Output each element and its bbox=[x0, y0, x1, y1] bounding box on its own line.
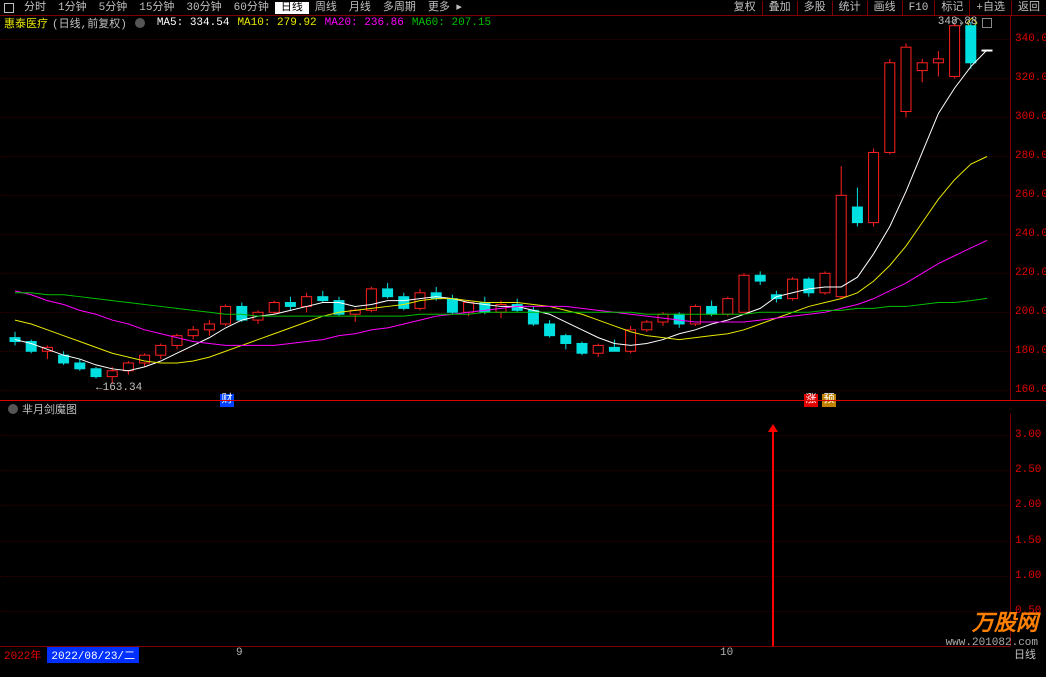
y-tick: 2.50 bbox=[1015, 464, 1046, 476]
timeframe-2[interactable]: 5分钟 bbox=[93, 2, 134, 14]
toolbar-right: 复权叠加多股统计画线F10标记+自选返回 bbox=[728, 0, 1046, 16]
month-mark: 9 bbox=[236, 647, 243, 659]
tool-统计[interactable]: 统计 bbox=[833, 0, 867, 16]
y-tick: 280.0 bbox=[1015, 150, 1046, 162]
y-tick: 2.00 bbox=[1015, 499, 1046, 511]
timeline-axis: 2022年 2022/08/23/二 9 10 bbox=[0, 646, 1010, 662]
tool-画线[interactable]: 画线 bbox=[868, 0, 902, 16]
y-tick: 1.50 bbox=[1015, 535, 1046, 547]
timeframe-4[interactable]: 30分钟 bbox=[180, 2, 227, 14]
y-tick: 200.0 bbox=[1015, 306, 1046, 318]
y-tick: 160.0 bbox=[1015, 384, 1046, 396]
watermark-logo: 万股网 bbox=[946, 605, 1038, 637]
timeline-current-date: 2022/08/23/二 bbox=[47, 647, 139, 663]
tool-+自选[interactable]: +自选 bbox=[970, 0, 1011, 16]
indicator-chart[interactable] bbox=[0, 414, 1010, 646]
timeframe-9[interactable]: 多周期 bbox=[377, 2, 422, 14]
tool-标记[interactable]: 标记 bbox=[935, 0, 969, 16]
low-price-label: ←163.34 bbox=[96, 382, 142, 394]
signal-arrow bbox=[772, 432, 774, 646]
timeframe-3[interactable]: 15分钟 bbox=[133, 2, 180, 14]
y-tick: 260.0 bbox=[1015, 189, 1046, 201]
timeline-mode: 日线 bbox=[1014, 646, 1036, 662]
tool-叠加[interactable]: 叠加 bbox=[763, 0, 797, 16]
timeline-year: 2022年 bbox=[0, 647, 45, 663]
y-tick: 320.0 bbox=[1015, 72, 1046, 84]
toolbar-left: 分时1分钟5分钟15分钟30分钟60分钟日线周线月线多周期更多 ▸ bbox=[0, 0, 468, 16]
tool-F10[interactable]: F10 bbox=[903, 0, 935, 16]
panel-separator bbox=[0, 400, 1046, 401]
y-tick: 220.0 bbox=[1015, 267, 1046, 279]
y-tick: 3.00 bbox=[1015, 429, 1046, 441]
watermark: 万股网 www.201082.com bbox=[946, 605, 1038, 649]
main-y-axis: 160.0 180.0 200.0 220.0 240.0 260.0 280.0 300.0… bbox=[1010, 16, 1046, 400]
y-tick: 240.0 bbox=[1015, 228, 1046, 240]
timeframe-0[interactable]: 分时 bbox=[18, 2, 52, 14]
tool-复权[interactable]: 复权 bbox=[728, 0, 762, 16]
timeframe-8[interactable]: 月线 bbox=[343, 2, 377, 14]
tool-多股[interactable]: 多股 bbox=[798, 0, 832, 16]
last-price-label: 348.88 bbox=[938, 16, 978, 28]
timeframe-5[interactable]: 60分钟 bbox=[228, 2, 275, 14]
timeframe-7[interactable]: 周线 bbox=[309, 2, 343, 14]
main-price-chart[interactable]: 348.88←163.34财涨预 bbox=[0, 16, 1010, 400]
y-tick: 1.00 bbox=[1015, 570, 1046, 582]
timeframe-10[interactable]: 更多 ▸ bbox=[422, 2, 468, 14]
y-tick: 180.0 bbox=[1015, 345, 1046, 357]
toolbar-box-icon bbox=[4, 3, 14, 13]
tool-返回[interactable]: 返回 bbox=[1012, 0, 1046, 16]
y-tick: 300.0 bbox=[1015, 111, 1046, 123]
timeframe-toolbar: 分时1分钟5分钟15分钟30分钟60分钟日线周线月线多周期更多 ▸ 复权叠加多股… bbox=[0, 0, 1046, 16]
month-mark: 10 bbox=[720, 647, 733, 659]
timeframe-6[interactable]: 日线 bbox=[275, 2, 309, 14]
y-tick: 340.0 bbox=[1015, 33, 1046, 45]
timeframe-1[interactable]: 1分钟 bbox=[52, 2, 93, 14]
legend-dot-icon bbox=[8, 404, 18, 414]
